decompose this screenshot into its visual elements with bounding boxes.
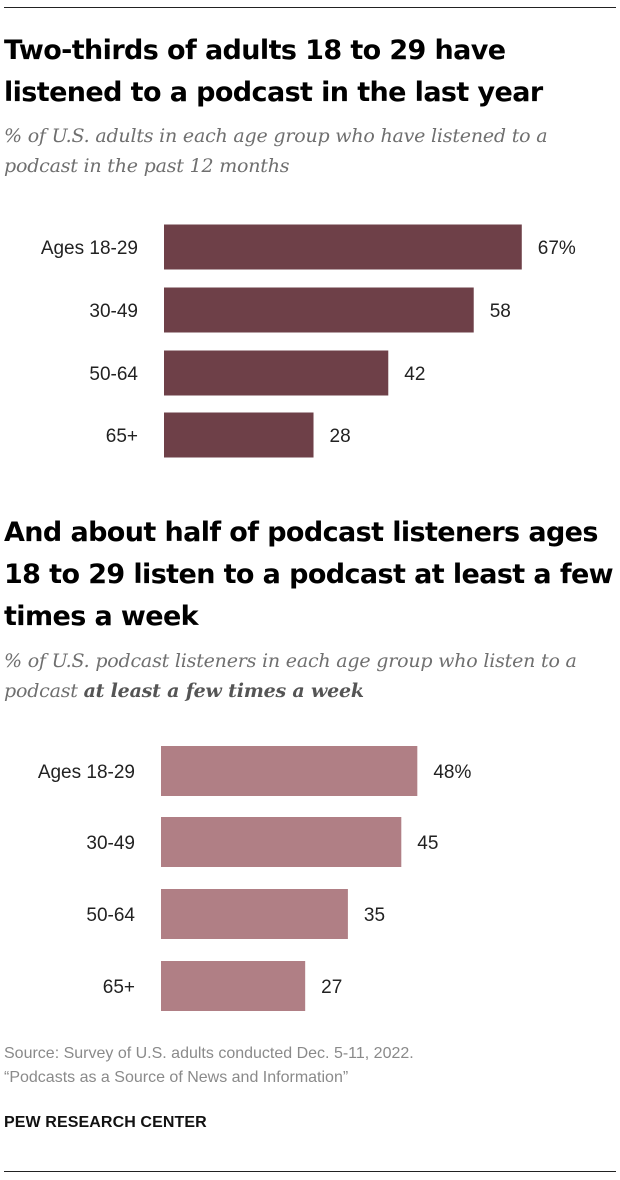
chart1-bar-chart: Ages 18-29 67% 30-49 58 50-64 42 65+ 28 (41, 224, 576, 458)
source-line-2: “Podcasts as a Source of News and Inform… (4, 1069, 349, 1086)
value-label: 35 (364, 905, 385, 926)
bar (161, 961, 306, 1011)
bottom-rule (4, 1171, 616, 1172)
category-label: 65+ (103, 977, 135, 998)
bar (161, 817, 402, 867)
category-label: 65+ (106, 426, 138, 447)
source-note: Source: Survey of U.S. adults conducted … (4, 1042, 616, 1090)
top-rule (4, 7, 616, 8)
category-label: 50-64 (89, 364, 138, 385)
bar (164, 350, 389, 396)
bar (164, 224, 522, 270)
chart1-title: Two-thirds of adults 18 to 29 have liste… (4, 35, 543, 108)
bar (161, 746, 418, 796)
chart2-subtitle: % of U.S. podcast listeners in each age … (4, 646, 616, 706)
chart1-subtitle: % of U.S. adults in each age group who h… (4, 125, 548, 177)
value-label: 67% (538, 238, 576, 259)
category-label: 50-64 (86, 905, 135, 926)
bar (164, 287, 474, 333)
category-label: Ages 18-29 (38, 762, 135, 783)
chart2-title: And about half of podcast listeners ages… (4, 517, 614, 632)
category-label: 30-49 (86, 833, 135, 854)
value-label: 48% (433, 762, 471, 783)
bar (161, 889, 348, 939)
chart2-subtitle-plain: % of U.S. podcast listeners in each age … (4, 650, 577, 702)
chart2-subtitle-bold: at least a few times a week (83, 680, 364, 702)
source-line-1: Source: Survey of U.S. adults conducted … (4, 1045, 414, 1062)
category-label: 30-49 (89, 301, 138, 322)
bar (164, 412, 314, 458)
chart2-bar-chart: Ages 18-29 48% 30-49 45 50-64 35 65+ 27 (38, 746, 471, 1011)
value-label: 27 (321, 977, 342, 998)
value-label: 58 (490, 301, 511, 322)
value-label: 28 (330, 426, 351, 447)
value-label: 42 (404, 364, 425, 385)
organization-name: PEW RESEARCH CENTER (4, 1114, 207, 1131)
category-label: Ages 18-29 (41, 238, 138, 259)
value-label: 45 (417, 833, 438, 854)
